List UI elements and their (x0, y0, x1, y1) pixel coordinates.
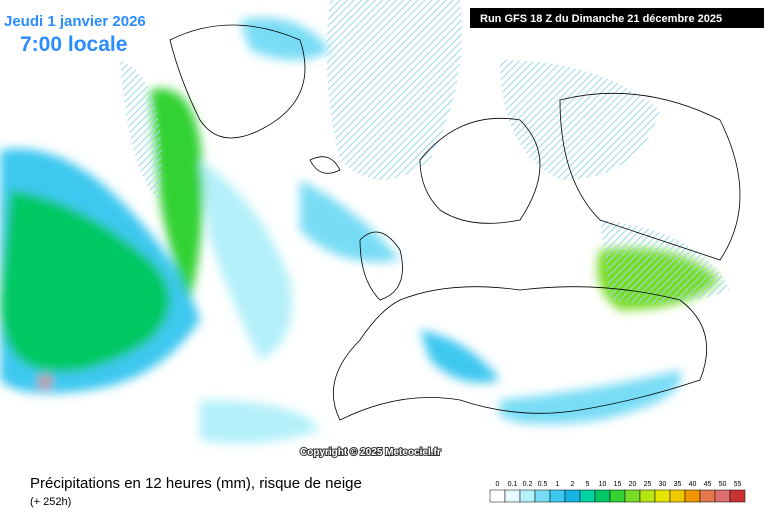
legend-label: 20 (629, 481, 637, 488)
legend-swatch (609, 489, 626, 503)
legend-label: 55 (734, 481, 742, 488)
copyright: Copyright © 2025 Meteociel.fr (300, 447, 441, 458)
footer-title: Précipitations en 12 heures (mm), risque… (30, 475, 362, 492)
legend-label: 2 (571, 481, 575, 488)
legend-swatch (684, 489, 701, 503)
legend-label: 5 (586, 481, 590, 488)
map (0, 0, 741, 444)
legend-swatch (564, 489, 581, 503)
legend-swatch (504, 489, 521, 503)
run-banner (470, 8, 764, 28)
legend-label: 35 (674, 481, 682, 488)
legend-label: 45 (704, 481, 712, 488)
legend-label: 0.1 (508, 481, 518, 488)
coastlines (169, 24, 741, 421)
legend-label: 0 (496, 481, 500, 488)
time-label: 7:00 locale (20, 33, 127, 56)
legend-swatch (579, 489, 596, 503)
legend-label: 0.2 (523, 481, 533, 488)
legend-swatch (639, 489, 656, 503)
legend-swatch (534, 489, 551, 503)
run-label: Run GFS 18 Z du Dimanche 21 décembre 202… (480, 13, 722, 25)
legend-label: 1 (556, 481, 560, 488)
legend-swatch (699, 489, 716, 503)
legend-swatch (519, 489, 536, 503)
legend-label: 0.5 (538, 481, 548, 488)
legend-label: 50 (719, 481, 727, 488)
snow-risk (120, 0, 730, 304)
legend-swatch (549, 489, 566, 503)
legend-label: 15 (614, 481, 622, 488)
legend-swatch (489, 489, 506, 503)
legend-swatch (594, 489, 611, 503)
legend-label: 25 (644, 481, 652, 488)
legend-label: 10 (599, 481, 607, 488)
date-label: Jeudi 1 janvier 2026 (4, 13, 146, 30)
legend-label: 40 (689, 481, 697, 488)
legend: 0 0.1 0.2 0.5 1 2 5 10 15 20 25 30 35 40 45 50 55 (489, 481, 746, 503)
legend-swatch (669, 489, 686, 503)
legend-swatch (729, 489, 746, 503)
legend-label: 30 (659, 481, 667, 488)
legend-swatch (714, 489, 731, 503)
legend-swatch (654, 489, 671, 503)
lead-time: (+ 252h) (30, 496, 71, 508)
legend-swatch (624, 489, 641, 503)
